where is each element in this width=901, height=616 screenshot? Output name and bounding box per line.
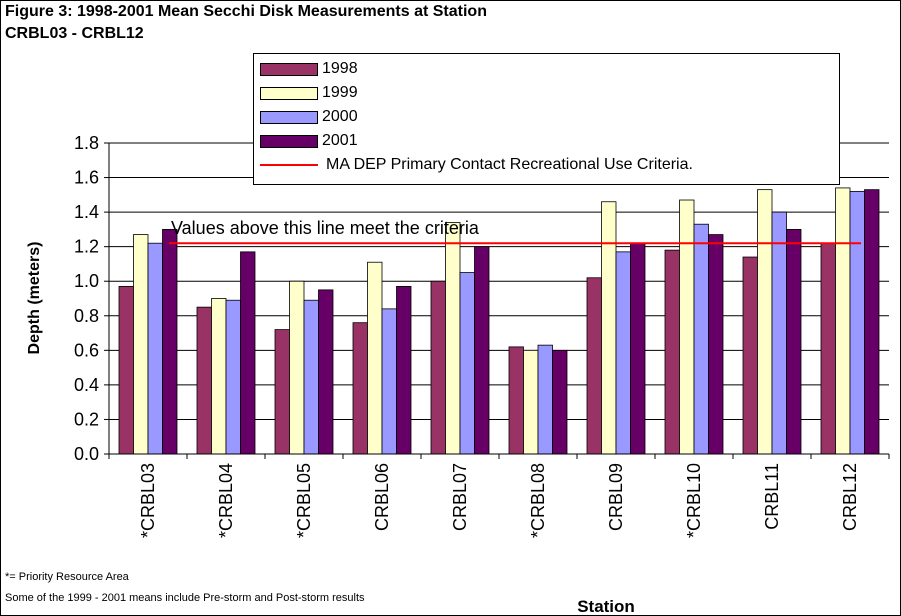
bar-1998: [664, 249, 680, 455]
legend-label-2001: 2001: [322, 132, 358, 149]
legend-item-2001: 2001: [260, 130, 358, 152]
bar-2001: [552, 349, 568, 455]
bar-2001: [864, 189, 880, 455]
x-tick-label: *CRBL10: [684, 463, 704, 538]
bar-2001: [786, 228, 802, 455]
bar-1999: [523, 349, 539, 455]
legend-swatch-2001: [260, 134, 318, 148]
bar-1998: [742, 256, 758, 455]
bar-2001: [162, 228, 178, 455]
bar-1998: [508, 346, 524, 455]
bar-2000: [615, 251, 631, 455]
bar-2000: [147, 242, 163, 455]
x-tick-label: *CRBL04: [216, 463, 236, 538]
bar-2001: [318, 289, 334, 455]
bar-1999: [211, 298, 227, 455]
legend-label-criteria: MA DEP Primary Contact Recreational Use …: [326, 156, 693, 173]
legend-swatch-1999: [260, 86, 318, 100]
legend-line-criteria: [260, 164, 318, 166]
x-tick-label: CRBL06: [372, 463, 392, 531]
legend-swatch-1998: [260, 62, 318, 76]
x-tick-label: CRBL07: [450, 463, 470, 531]
legend-item-2000: 2000: [260, 106, 358, 128]
bar-1999: [133, 234, 149, 455]
y-tick-label: 0.6: [74, 340, 99, 360]
y-tick-label: 1.2: [74, 237, 99, 257]
footnote-storm: Some of the 1999 - 2001 means include Pr…: [5, 592, 365, 604]
bar-1998: [274, 329, 290, 455]
y-tick-label: 0.0: [74, 444, 99, 464]
bar-1998: [586, 277, 602, 455]
x-tick-label: CRBL09: [606, 463, 626, 531]
bar-1998: [820, 242, 836, 455]
bar-1999: [757, 189, 773, 455]
y-tick-label: 1.4: [74, 202, 99, 222]
bar-1999: [679, 199, 695, 455]
x-axis-title: Station: [577, 597, 635, 615]
criteria-annotation: Values above this line meet the criteria: [171, 218, 480, 238]
y-tick-label: 0.8: [74, 306, 99, 326]
bar-2001: [240, 251, 256, 455]
y-tick-label: 1.0: [74, 271, 99, 291]
bar-2000: [537, 344, 553, 455]
x-tick-label: *CRBL03: [138, 463, 158, 538]
y-axis-title: Depth (meters): [26, 242, 43, 355]
bar-2001: [474, 246, 490, 455]
bar-2000: [381, 308, 397, 455]
legend-item-1998: 1998: [260, 58, 358, 80]
legend-label-1998: 1998: [322, 60, 358, 77]
legend-label-2000: 2000: [322, 108, 358, 125]
legend-label-1999: 1999: [322, 84, 358, 101]
y-tick-label: 0.4: [74, 375, 99, 395]
legend-swatch-2000: [260, 110, 318, 124]
x-tick-label: *CRBL05: [294, 463, 314, 538]
bar-2000: [303, 299, 319, 455]
bar-1998: [196, 306, 212, 455]
legend-item-criteria: MA DEP Primary Contact Recreational Use …: [260, 154, 693, 176]
bar-1998: [118, 286, 134, 455]
y-tick-label: 0.2: [74, 409, 99, 429]
y-tick-label: 1.8: [74, 133, 99, 153]
bar-2000: [771, 211, 787, 455]
bar-2000: [693, 223, 709, 455]
legend: 1998 1999 2000 2001 MA DEP Primary Conta…: [253, 53, 840, 185]
bar-1999: [289, 280, 305, 455]
bar-1999: [601, 201, 617, 455]
bar-2000: [459, 272, 475, 455]
y-tick-label: 1.6: [74, 168, 99, 188]
bar-2001: [630, 242, 646, 455]
bar-2001: [708, 234, 724, 455]
x-tick-label: CRBL12: [840, 463, 860, 531]
x-tick-label: CRBL11: [762, 463, 782, 530]
bar-2000: [225, 299, 241, 455]
chart-subtitle: CRBL03 - CRBL12: [5, 25, 144, 42]
bar-1999: [367, 261, 383, 455]
bar-2000: [849, 190, 865, 455]
bar-1998: [430, 280, 446, 455]
footnote-priority: *= Priority Resource Area: [5, 571, 129, 583]
x-tick-label: *CRBL08: [528, 463, 548, 538]
bar-2001: [396, 286, 412, 455]
legend-item-1999: 1999: [260, 82, 358, 104]
chart-title: Figure 3: 1998-2001 Mean Secchi Disk Mea…: [5, 3, 487, 20]
bar-1998: [352, 322, 368, 455]
bar-1999: [445, 222, 461, 455]
bar-1999: [835, 187, 851, 455]
